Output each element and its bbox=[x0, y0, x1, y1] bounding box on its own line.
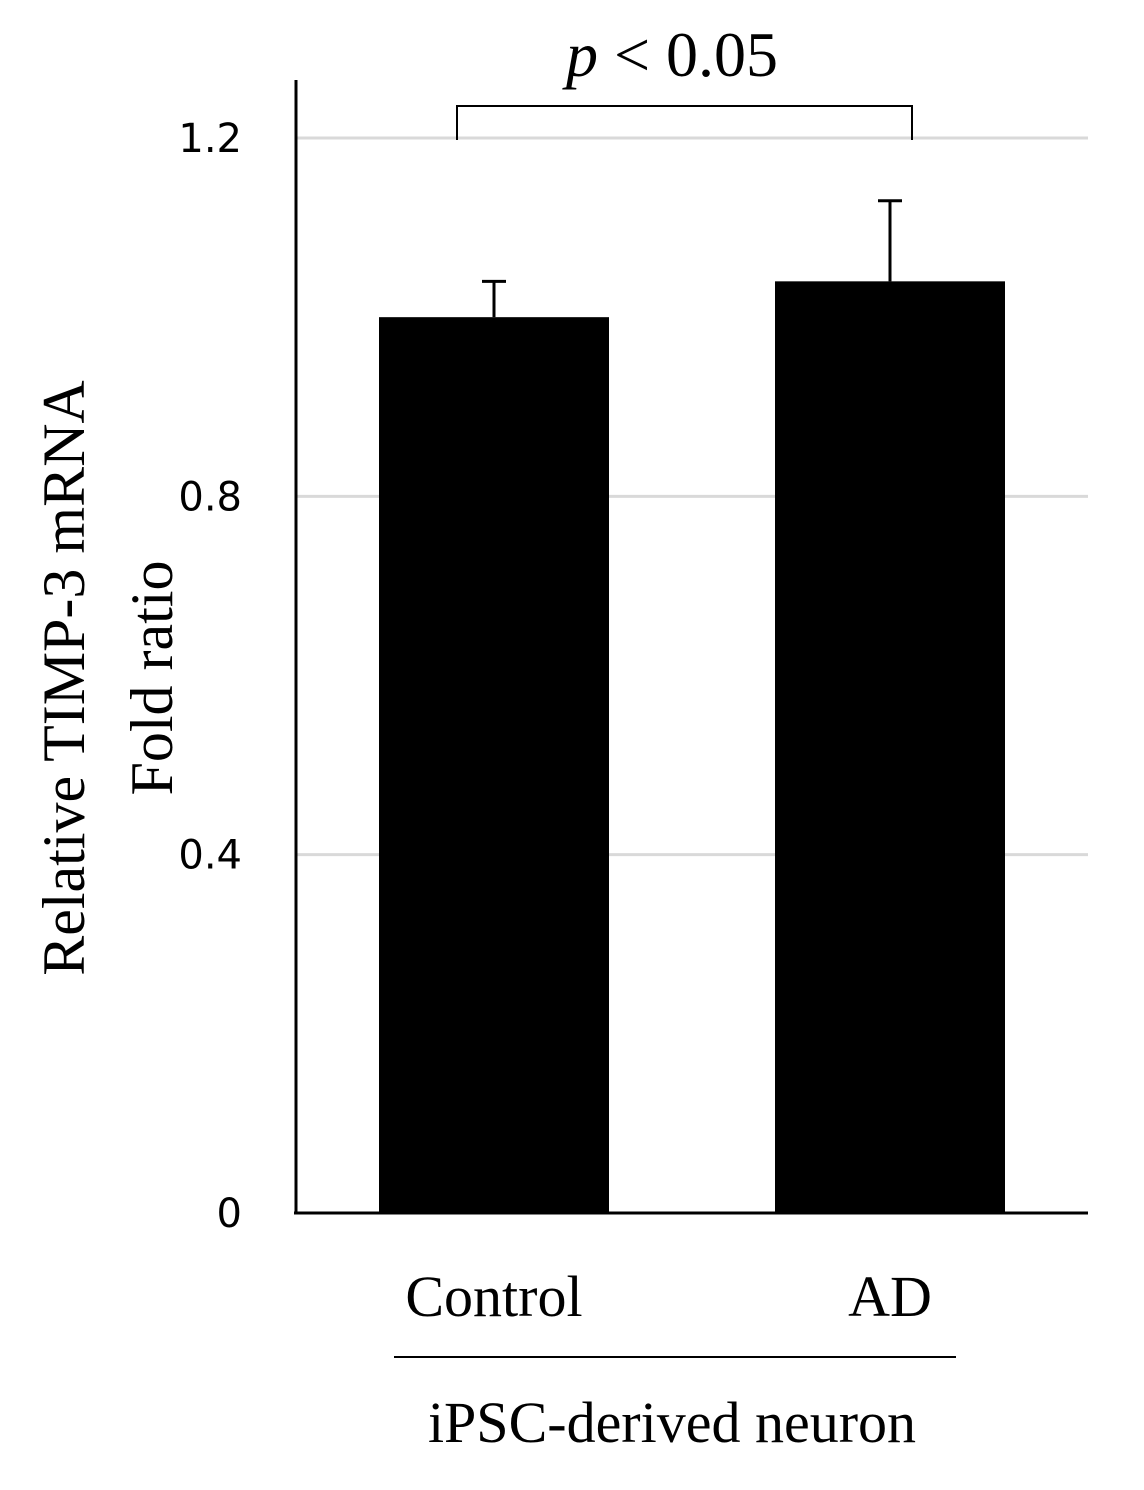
y-tick-label: 0 bbox=[217, 1191, 242, 1237]
y-tick-label: 1.2 bbox=[178, 116, 242, 162]
p-symbol: p bbox=[562, 19, 598, 90]
axes bbox=[294, 80, 1088, 1215]
x-tick-label: Control bbox=[405, 1264, 582, 1329]
y-axis-title-line1: Relative TIMP-3 mRNA bbox=[31, 380, 97, 976]
bar-ad bbox=[775, 281, 1005, 1213]
p-threshold: < 0.05 bbox=[598, 19, 778, 90]
y-tick-label: 0.8 bbox=[178, 474, 242, 520]
y-tick-labels: 0 0.4 0.8 1.2 bbox=[178, 116, 242, 1237]
bar-control bbox=[379, 317, 609, 1214]
x-group-label: iPSC-derived neuron bbox=[428, 1390, 916, 1455]
bars bbox=[379, 281, 1005, 1214]
y-axis-title: Relative TIMP-3 mRNA Fold ratio bbox=[31, 380, 185, 976]
x-tick-label: AD bbox=[848, 1264, 932, 1329]
significance-bracket bbox=[456, 105, 913, 140]
error-bars bbox=[482, 199, 902, 318]
p-value-label: p < 0.05 bbox=[562, 19, 778, 90]
y-tick-label: 0.4 bbox=[178, 833, 242, 879]
x-tick-labels: Control AD bbox=[405, 1264, 932, 1329]
significance-annotation: p < 0.05 bbox=[456, 19, 913, 140]
y-axis-title-line2: Fold ratio bbox=[119, 561, 185, 796]
